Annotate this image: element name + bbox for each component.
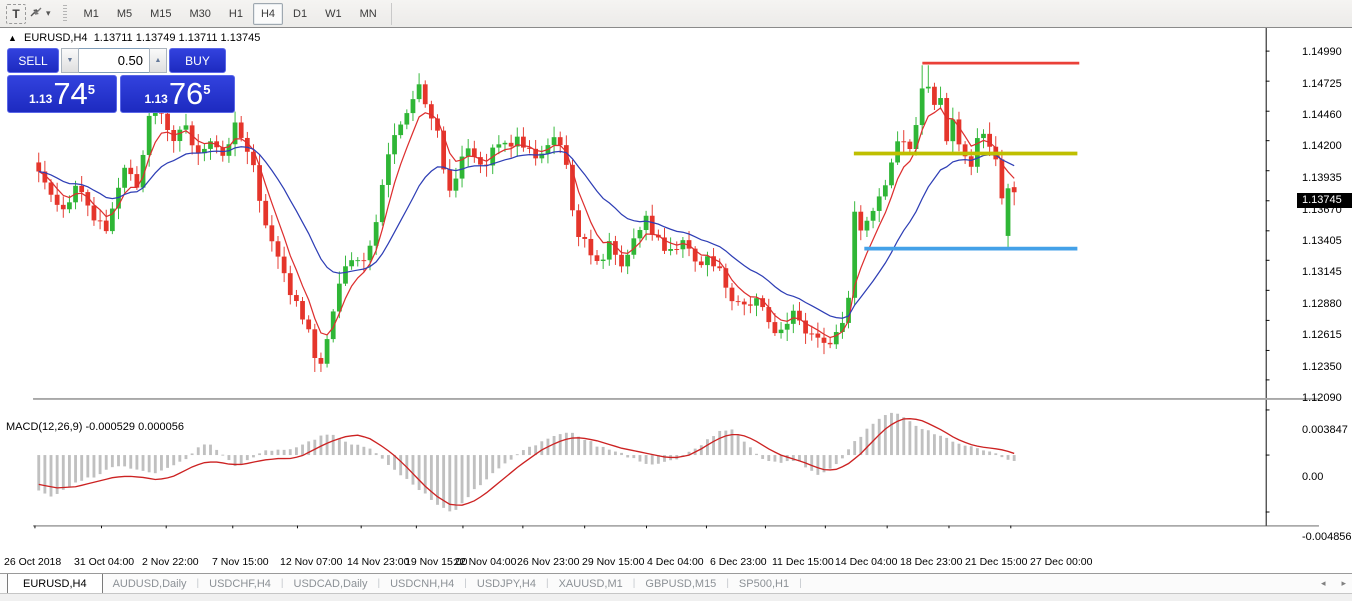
sell-price-big: 74 xyxy=(53,76,88,111)
price-axis-tick: 1.12350 xyxy=(1302,360,1342,373)
time-axis-label: 7 Nov 15:00 xyxy=(212,556,269,568)
arrows-tool-button[interactable]: ▾ xyxy=(28,4,51,24)
time-axis-label: 21 Dec 15:00 xyxy=(965,556,1028,568)
toolbar-grip[interactable] xyxy=(62,4,67,23)
buy-button[interactable]: BUY xyxy=(169,48,226,73)
buy-price-prefix: 1.13 xyxy=(144,92,168,106)
time-axis-label: 18 Dec 23:00 xyxy=(900,556,963,568)
volume-decrease-button[interactable]: ▼ xyxy=(61,48,79,73)
time-axis-label: 11 Dec 15:00 xyxy=(772,556,834,568)
timeframe-button-m15[interactable]: M15 xyxy=(150,7,172,20)
price-axis-tick: 1.14460 xyxy=(1302,109,1342,122)
timeframe-button-h1[interactable]: H1 xyxy=(228,7,243,20)
ohlc-low: 1.13711 xyxy=(178,32,218,44)
ohlc-open: 1.13711 xyxy=(93,32,133,44)
tab-separator: | xyxy=(377,578,381,589)
chart-tab-sp500-h1[interactable]: SP500,H1 xyxy=(738,577,790,590)
macd-axis-tick: -0.004856 xyxy=(1302,530,1352,543)
chart-tab-bar: EURUSD,H4 AUDUSD,Daily | USDCHF,H4 | USDCAD,D… xyxy=(0,573,1352,593)
top-toolbar: T ▾ M1 M5 M15 M30 H1 H4 D1 W1 MN xyxy=(0,0,1352,28)
timeframe-button-h4[interactable]: H4 xyxy=(252,2,284,25)
tab-scroll-left-icon[interactable]: ◂ xyxy=(1320,578,1326,588)
price-chart-canvas[interactable] xyxy=(0,28,1352,573)
tab-separator: | xyxy=(799,578,802,589)
timeframe-button-w1[interactable]: W1 xyxy=(325,7,342,20)
macd-axis-tick: 0.003847 xyxy=(1302,423,1348,436)
price-axis-tick: 1.14200 xyxy=(1302,140,1342,153)
time-axis-label: 22 Nov 04:00 xyxy=(454,556,517,568)
tab-separator: | xyxy=(726,578,729,589)
chart-symbol-label: EURUSD,H4 xyxy=(23,32,88,44)
arrows-icon xyxy=(28,5,44,22)
tab-separator: | xyxy=(196,578,200,589)
timeframe-button-m5[interactable]: M5 xyxy=(116,7,133,20)
tab-scroll-right-icon[interactable]: ▸ xyxy=(1341,578,1346,588)
time-axis-label: 2 Nov 22:00 xyxy=(142,556,199,568)
status-bar xyxy=(0,593,1352,601)
price-axis-tick: 1.13145 xyxy=(1302,266,1342,279)
time-axis-label: 19 Nov 15:00 xyxy=(405,556,468,568)
tab-separator: | xyxy=(280,578,284,589)
ohlc-close: 1.13745 xyxy=(220,32,261,44)
time-axis-label: 31 Oct 04:00 xyxy=(74,556,135,568)
sell-button[interactable]: SELL xyxy=(7,48,59,73)
timeframe-button-m1[interactable]: M1 xyxy=(83,7,99,20)
ohlc-high: 1.13749 xyxy=(135,32,176,44)
chart-ohlc-info: ▲ EURUSD,H4 1.13711 1.13749 1.13711 1.13… xyxy=(8,32,260,44)
chart-tab-gbpusd-m15[interactable]: GBPUSD,M15 xyxy=(645,577,717,590)
direction-up-icon: ▲ xyxy=(8,33,17,43)
chart-tab-usdjpy-h4[interactable]: USDJPY,H4 xyxy=(476,577,536,590)
sell-price-sup: 5 xyxy=(87,82,96,97)
price-axis-tick: 1.12615 xyxy=(1302,329,1342,342)
chart-tab-xauusd-m1[interactable]: XAUUSD,M1 xyxy=(558,577,623,590)
macd-axis-tick: 0.00 xyxy=(1302,471,1324,483)
macd-indicator-label: MACD(12,26,9) -0.000529 0.000056 xyxy=(6,421,184,433)
timeframe-button-m30[interactable]: M30 xyxy=(189,7,211,20)
tab-separator: | xyxy=(545,578,549,589)
price-axis-tick: 1.13405 xyxy=(1302,235,1342,248)
price-axis-tick: 1.14990 xyxy=(1302,46,1342,59)
spin-up-icon: ▲ xyxy=(154,57,162,64)
time-axis-label: 29 Nov 15:00 xyxy=(582,556,645,568)
time-axis-label: 4 Dec 04:00 xyxy=(647,556,704,568)
chart-tab-usdcad-daily[interactable]: USDCAD,Daily xyxy=(293,577,368,590)
spin-down-icon: ▼ xyxy=(66,57,74,64)
time-axis-label: 27 Dec 00:00 xyxy=(1030,556,1093,568)
buy-price-tile[interactable]: 1.13 76 5 xyxy=(120,75,235,113)
time-axis-label: 14 Dec 04:00 xyxy=(835,556,898,568)
buy-price-sup: 5 xyxy=(203,82,211,97)
chevron-down-icon: ▾ xyxy=(46,8,51,18)
chart-tab-audusd-daily[interactable]: AUDUSD,Daily xyxy=(112,577,187,590)
buy-price-big: 76 xyxy=(168,76,204,111)
toolbar-separator xyxy=(390,2,392,25)
time-axis-label: 26 Oct 2018 xyxy=(4,556,62,568)
volume-increase-button[interactable]: ▲ xyxy=(149,48,167,73)
tab-separator: | xyxy=(632,578,636,589)
price-axis-tick: 1.14725 xyxy=(1302,77,1342,90)
volume-input[interactable] xyxy=(79,49,149,72)
time-axis-label: 6 Dec 23:00 xyxy=(710,556,767,568)
current-price-tag: 1.13745 xyxy=(1297,192,1352,208)
chart-tab-usdcnh-h4[interactable]: USDCNH,H4 xyxy=(390,577,455,590)
timeframe-button-mn[interactable]: MN xyxy=(359,7,377,20)
chart-tab-eurusd-h4[interactable]: EURUSD,H4 xyxy=(7,574,103,593)
chart-window[interactable]: ▲ EURUSD,H4 1.13711 1.13749 1.13711 1.13… xyxy=(0,28,1352,573)
tab-separator: | xyxy=(464,578,467,589)
sell-price-prefix: 1.13 xyxy=(28,92,53,106)
sell-price-tile[interactable]: 1.13 74 5 xyxy=(7,75,117,113)
time-axis-label: 26 Nov 23:00 xyxy=(517,556,580,568)
time-axis-label: 14 Nov 23:00 xyxy=(347,556,410,568)
one-click-trade-panel: SELL ▼ ▲ BUY 1.13 74 5 1.13 76 5 xyxy=(7,48,235,113)
time-axis-label: 12 Nov 07:00 xyxy=(280,556,343,568)
text-tool-icon[interactable]: T xyxy=(6,3,26,24)
chart-tab-usdchf-h4[interactable]: USDCHF,H4 xyxy=(209,577,271,590)
timeframe-button-d1[interactable]: D1 xyxy=(293,7,308,20)
price-axis-tick: 1.12880 xyxy=(1302,297,1342,310)
price-axis-tick: 1.12090 xyxy=(1302,391,1342,404)
price-axis-tick: 1.13935 xyxy=(1302,172,1342,185)
